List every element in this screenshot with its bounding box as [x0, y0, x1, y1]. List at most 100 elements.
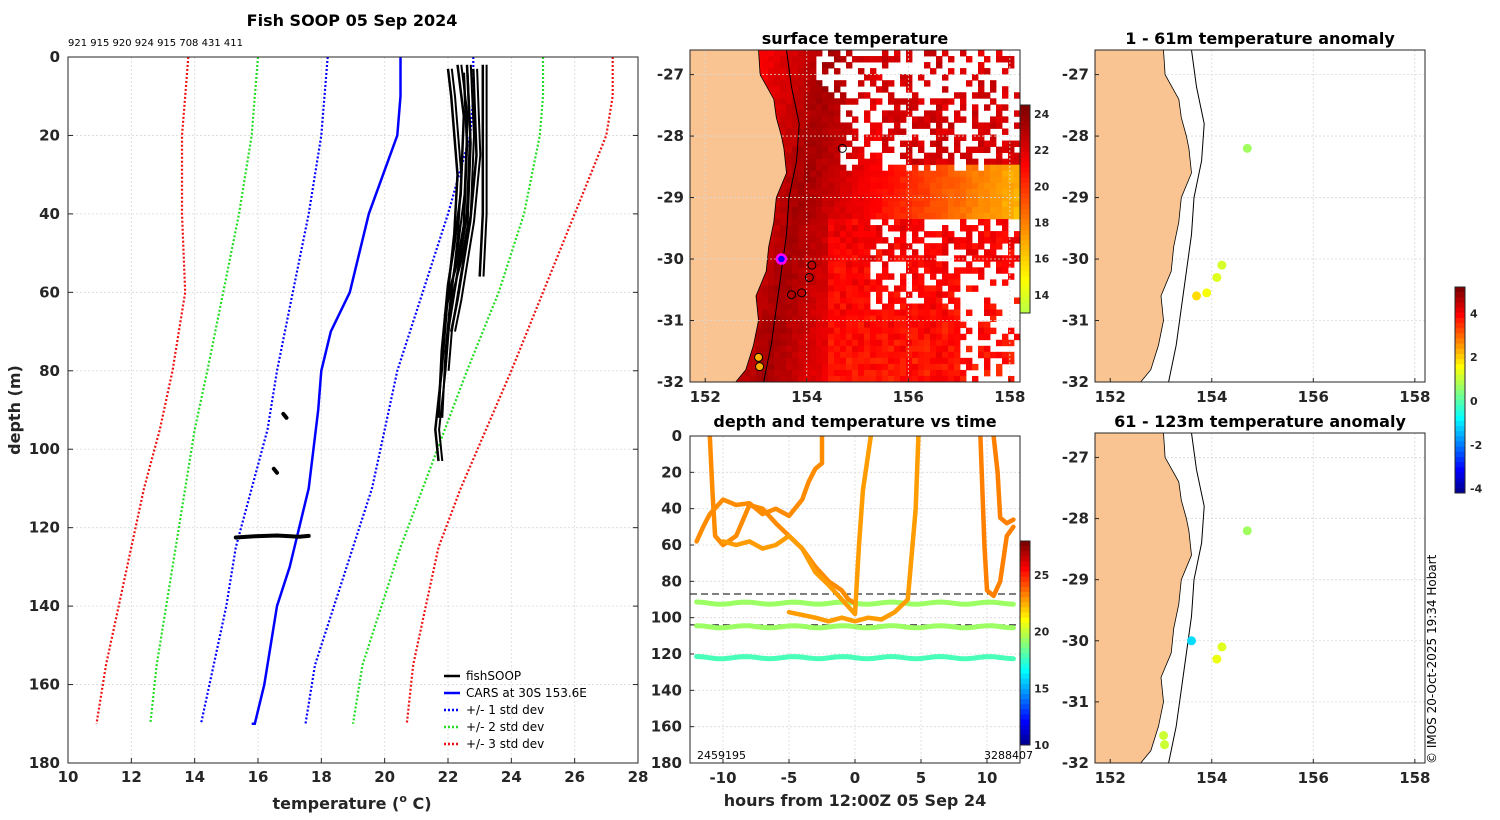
sst-cell: [864, 345, 871, 353]
sst-cell: [894, 182, 901, 190]
sst-cell: [774, 200, 781, 208]
sst-cell: [870, 176, 877, 184]
sst-cell: [822, 219, 829, 226]
sst-cell: [918, 146, 925, 154]
sst-cell: [936, 315, 943, 323]
sst-cell: [864, 170, 871, 178]
sst-cell: [762, 297, 769, 304]
sst-cell: [852, 351, 859, 359]
sst-cell: [876, 74, 883, 81]
sst-cell: [1014, 333, 1020, 341]
sst-cell: [912, 237, 919, 244]
sst-cell: [828, 225, 835, 232]
sst-cell: [858, 206, 865, 214]
anomaly-colorbar-segment: [1455, 487, 1465, 494]
sst-cell: [828, 219, 835, 226]
sst-cell: [912, 200, 919, 208]
sst-cell: [882, 345, 889, 353]
sst-cell: [912, 369, 919, 377]
sst-cell: [870, 375, 877, 382]
sst-cell: [852, 297, 859, 304]
anomaly-colorbar-segment: [1455, 379, 1465, 386]
sst-cell: [1014, 158, 1020, 166]
sst-cell: [834, 273, 841, 280]
sst-cell: [774, 285, 781, 292]
sst-cell: [906, 74, 913, 81]
sst-cell: [930, 285, 937, 292]
sst-cell: [786, 231, 793, 238]
sst-cell: [804, 333, 811, 341]
sst-cell: [786, 98, 793, 105]
sst-cell: [804, 158, 811, 166]
sst-cell: [942, 243, 949, 250]
sst-cell: [894, 333, 901, 341]
sst-cell: [762, 339, 769, 347]
sst-cell: [816, 255, 823, 262]
sst-cell: [834, 225, 841, 232]
sst-cell: [852, 170, 859, 178]
sst-cell: [966, 158, 973, 166]
sst-cell: [954, 243, 961, 250]
sst-cell: [804, 200, 811, 208]
sst-cell: [888, 309, 895, 316]
sst-cell: [870, 255, 877, 262]
sst-cell: [756, 375, 763, 382]
sst-cell: [798, 104, 805, 111]
sst-cell: [774, 231, 781, 238]
sst-cell: [918, 339, 925, 347]
profile-xtick-label: 28: [628, 768, 649, 786]
sst-cell: [918, 176, 925, 184]
sst-cell: [780, 62, 787, 69]
sst-cell: [996, 56, 1003, 63]
sst-cell: [822, 237, 829, 244]
ts-colorbar-segment: [1020, 612, 1030, 618]
sst-cell: [816, 158, 823, 166]
sst-cell: [786, 345, 793, 353]
sst-cell: [888, 249, 895, 256]
sst-cell: [954, 267, 961, 274]
sst-cell: [822, 140, 829, 147]
ts-colorbar-segment: [1020, 714, 1030, 720]
sst-cell: [912, 339, 919, 347]
sst-cell: [876, 339, 883, 347]
anomaly-deep-panel: 61 - 123m temperature anomaly 152 154 156 1…: [1062, 412, 1431, 787]
sst-cell: [798, 212, 805, 220]
sst-cell: [846, 327, 853, 335]
profile-ytick-label: 180: [29, 754, 60, 772]
ts-colorbar-segment: [1020, 632, 1030, 639]
sst-cell: [840, 237, 847, 244]
ts-colorbar-segment: [1020, 592, 1030, 598]
sst-cell: [900, 110, 907, 117]
sst-cell: [894, 170, 901, 178]
sst-cell: [942, 291, 949, 298]
sst-cell: [834, 321, 841, 329]
sst-cell: [858, 321, 865, 329]
sst-cell: [774, 315, 781, 323]
sst-cell: [780, 243, 787, 250]
sst-cell: [774, 273, 781, 280]
sst-cell: [942, 345, 949, 353]
sst-cell: [930, 98, 937, 105]
sst-cell: [936, 327, 943, 335]
sst-cell: [960, 188, 967, 196]
sst-cell: [870, 321, 877, 329]
sst-cell: [882, 309, 889, 316]
sst-cell: [852, 309, 859, 316]
sst-cell: [936, 170, 943, 178]
sst-cell: [930, 321, 937, 329]
sst-cell: [1002, 357, 1009, 365]
sst-cell: [828, 255, 835, 262]
sst-cell: [1014, 92, 1020, 99]
sst-cell: [840, 261, 847, 268]
sst-cell: [876, 255, 883, 262]
a1-ytick-label: -27: [1062, 66, 1089, 84]
sst-cell: [834, 176, 841, 184]
sst-cell: [816, 309, 823, 316]
sst-cell: [792, 92, 799, 99]
sst-cell: [936, 297, 943, 304]
sst-cell: [858, 369, 865, 377]
sst-cell: [972, 375, 979, 382]
sst-cell: [822, 86, 829, 93]
sst-cell: [816, 200, 823, 208]
